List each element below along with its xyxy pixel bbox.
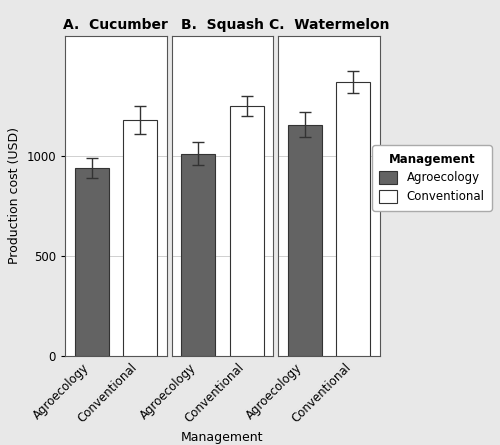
Title: C.  Watermelon: C. Watermelon xyxy=(269,18,390,32)
X-axis label: Management: Management xyxy=(181,431,264,444)
Bar xyxy=(182,154,215,356)
Title: A.  Cucumber: A. Cucumber xyxy=(64,18,168,32)
Y-axis label: Production cost (USD): Production cost (USD) xyxy=(8,127,21,264)
Bar xyxy=(74,168,108,356)
Bar xyxy=(123,120,157,356)
Bar xyxy=(288,125,322,356)
Bar xyxy=(336,82,370,356)
Title: B.  Squash: B. Squash xyxy=(181,18,264,32)
Bar xyxy=(230,105,264,356)
Legend: Agroecology, Conventional: Agroecology, Conventional xyxy=(372,146,492,210)
